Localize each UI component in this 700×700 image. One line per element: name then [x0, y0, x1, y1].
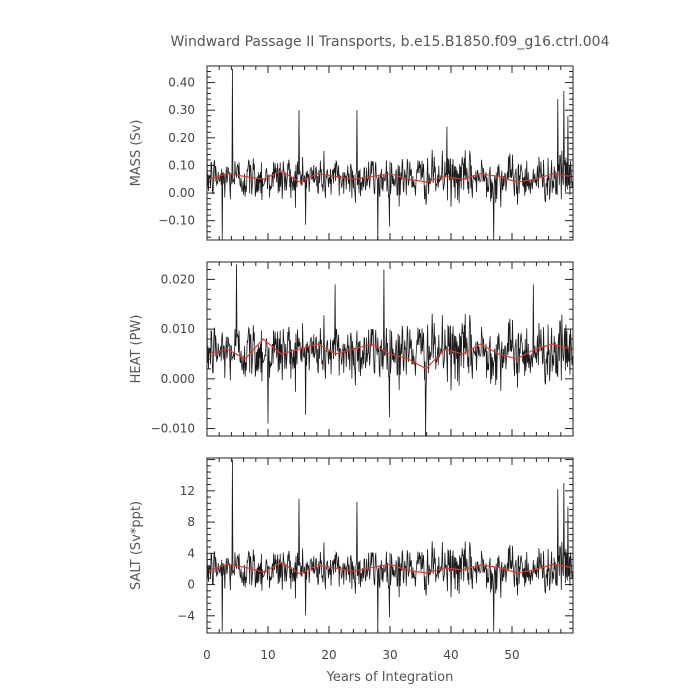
panel-2: −0.010 0.000 0.010 0.020 HEAT (PW) — [129, 261, 574, 437]
y-tick-label: 0.40 — [168, 76, 195, 90]
x-tick-label: 10 — [260, 648, 275, 662]
figure-title: Windward Passage II Transports, b.e15.B1… — [171, 34, 610, 50]
smoothed-series-line — [208, 562, 572, 575]
y-axis-label: HEAT (PW) — [129, 315, 144, 384]
y-tick-label: 0.00 — [168, 186, 195, 200]
y-tick-label: 8 — [187, 515, 195, 529]
y-tick-label: 0.20 — [168, 131, 195, 145]
x-tick-label: 20 — [321, 648, 336, 662]
y-tick-label: −4 — [177, 609, 195, 623]
x-tick-label: 40 — [443, 648, 458, 662]
x-tick-label: 50 — [504, 648, 519, 662]
y-tick-label: 0.30 — [168, 103, 195, 117]
y-tick-label: 0 — [187, 578, 195, 592]
plot-frame — [206, 457, 574, 634]
plot-frame — [206, 65, 574, 241]
raw-series-line — [206, 264, 573, 437]
smoothed-series-line — [208, 170, 572, 183]
raw-series-line — [206, 459, 573, 632]
y-tick-label: −0.010 — [151, 422, 195, 436]
panel-1: −0.10 0.00 0.10 0.20 0.30 0.40 MASS (Sv) — [129, 65, 574, 241]
y-axis-label: MASS (Sv) — [129, 120, 144, 187]
y-tick-label: 0.000 — [161, 372, 195, 386]
y-axis-label: SALT (Sv*ppt) — [129, 501, 144, 590]
y-tick-label: 12 — [180, 484, 195, 498]
x-tick-label: 30 — [382, 648, 397, 662]
x-tick-labels: 0 10 20 30 40 50 — [203, 648, 519, 662]
y-tick-label: −0.10 — [158, 214, 195, 228]
panels-group: −0.10 0.00 0.10 0.20 0.30 0.40 MASS (Sv) −0.010… — [129, 65, 574, 662]
y-tick-label: 4 — [187, 546, 195, 560]
raw-series-line — [206, 68, 573, 241]
y-tick-label: 0.10 — [168, 158, 195, 172]
smoothed-series-line — [208, 338, 572, 370]
x-axis-label: Years of Integration — [326, 670, 454, 685]
panel-3: −4 0 4 8 12 SALT (Sv*ppt) — [129, 457, 574, 634]
y-tick-label: 0.020 — [161, 272, 195, 286]
y-tick-label: 0.010 — [161, 322, 195, 336]
x-tick-label: 0 — [203, 648, 211, 662]
